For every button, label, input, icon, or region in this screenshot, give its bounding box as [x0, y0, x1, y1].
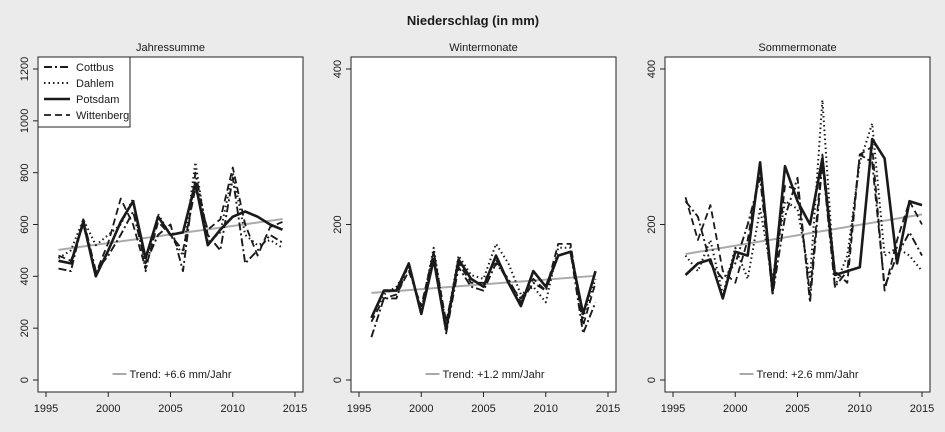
y-tick-label: 400: [646, 60, 658, 78]
x-tick-label: 2015: [283, 403, 307, 415]
series-line-cottbus: [370, 250, 597, 338]
panel-title: Jahressumme: [136, 42, 205, 54]
x-tick-label: 2000: [96, 403, 120, 415]
y-tick-label: 800: [19, 163, 31, 181]
x-tick-label: 2010: [848, 403, 872, 415]
y-tick-label: 1000: [19, 109, 31, 133]
series-line-dahlem: [57, 161, 284, 273]
panel-3: Sommermonate 1995 2000 2005 2010 2015 0 200 400 T…: [646, 42, 934, 415]
x-tick-label: 2000: [723, 403, 747, 415]
legend-label-potsdam: Potsdam: [76, 94, 119, 106]
x-tick-label: 1995: [661, 403, 685, 415]
y-tick-label: 200: [332, 215, 344, 233]
trend-legend-label: Trend: +1.2 mm/Jahr: [443, 369, 545, 381]
series-line-potsdam: [684, 137, 923, 300]
y-tick-label: 400: [19, 267, 31, 285]
x-tick-label: 2015: [910, 403, 934, 415]
series-line-wittenberg: [370, 242, 597, 327]
plot-area: [350, 56, 617, 393]
x-tick-label: 2000: [409, 403, 433, 415]
plot-area: [664, 56, 931, 393]
legend-label-dahlem: Dahlem: [76, 78, 114, 90]
legend-label-cottbus: Cottbus: [76, 62, 114, 74]
figure-title: Niederschlag (in mm): [407, 13, 539, 28]
trend-legend-label: Trend: +6.6 mm/Jahr: [130, 369, 232, 381]
x-tick-label: 2015: [596, 403, 620, 415]
legend: Cottbus Dahlem Potsdam Wittenberg: [37, 56, 131, 128]
x-tick-label: 2005: [471, 403, 495, 415]
panel-title: Sommermonate: [758, 42, 836, 54]
y-tick-label: 200: [646, 215, 658, 233]
legend-box: [37, 56, 131, 128]
x-tick-label: 2005: [785, 403, 809, 415]
panel-title: Wintermonate: [449, 42, 517, 54]
trend-legend-label: Trend: +2.6 mm/Jahr: [757, 369, 859, 381]
y-tick-label: 0: [646, 377, 658, 383]
x-tick-label: 2010: [221, 403, 245, 415]
y-tick-label: 400: [332, 60, 344, 78]
y-tick-label: 0: [19, 377, 31, 383]
y-tick-label: 0: [332, 377, 344, 383]
x-tick-label: 2010: [534, 403, 558, 415]
legend-label-wittenberg: Wittenberg: [76, 110, 129, 122]
x-tick-label: 1995: [347, 403, 371, 415]
panel-1: Jahressumme 1995 2000 2005 2010 2015 0 200 400 60…: [19, 42, 307, 415]
y-tick-label: 200: [19, 319, 31, 337]
series-line-wittenberg: [684, 145, 923, 296]
series-line-wittenberg: [58, 166, 283, 275]
x-tick-label: 1995: [34, 403, 58, 415]
y-tick-label: 600: [19, 215, 31, 233]
panel-2: Wintermonate 1995 2000 2005 2010 2015 0 200 400 T…: [332, 42, 620, 415]
y-tick-label: 1200: [19, 57, 31, 81]
x-tick-label: 2005: [158, 403, 182, 415]
series-line-potsdam: [370, 250, 597, 331]
trend-line: [685, 213, 923, 256]
